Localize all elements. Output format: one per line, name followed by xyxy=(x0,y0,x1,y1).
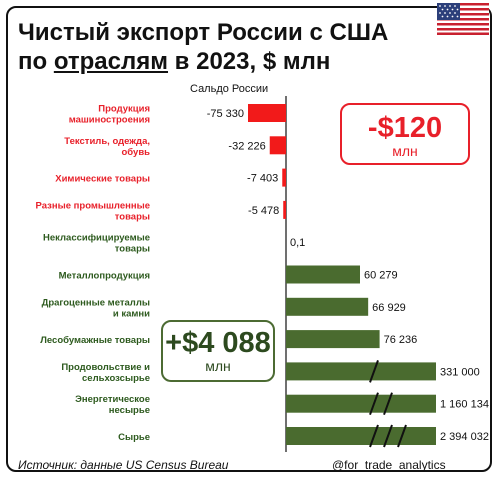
value-label-10: 2 394 032 xyxy=(440,431,489,443)
value-label-3: -5 478 xyxy=(248,205,279,217)
category-label-8-0: Продовольствие и xyxy=(61,362,150,373)
category-label-4-1: товары xyxy=(115,244,150,255)
value-label-4: 0,1 xyxy=(290,237,305,249)
axis-break-mark xyxy=(369,392,379,416)
positive-total-callout: +$4 088 млн xyxy=(161,320,275,382)
bar-10 xyxy=(286,427,436,445)
value-label-9: 1 160 134 xyxy=(440,399,489,411)
value-label-2: -7 403 xyxy=(247,173,278,185)
category-label-7-0: Лесобумажные товары xyxy=(40,335,150,346)
bar-7 xyxy=(286,330,380,349)
value-label-6: 66 929 xyxy=(372,302,406,314)
category-label-5-0: Металлопродукция xyxy=(59,271,150,282)
chart-title: Чистый экспорт России с США по отраслям … xyxy=(18,18,388,76)
title-line-2-suffix: в 2023, $ млн xyxy=(168,48,331,75)
bar-1 xyxy=(269,136,286,155)
category-label-10-0: Сырье xyxy=(118,432,150,443)
value-label-1: -32 226 xyxy=(228,140,265,152)
positive-total-value: +$4 088 xyxy=(165,327,271,359)
category-label-0-0: Продукция xyxy=(98,104,150,115)
bar-9 xyxy=(286,394,436,413)
us-flag-icon xyxy=(437,3,489,35)
category-label-0-1: машиностроения xyxy=(69,115,150,126)
author-handle: @for_trade_analytics xyxy=(332,458,446,472)
category-label-1-0: Текстиль, одежда, xyxy=(64,136,150,147)
negative-total-callout: -$120 млн xyxy=(340,103,470,165)
category-label-6-1: и камни xyxy=(113,308,150,319)
title-line-1: Чистый экспорт России с США xyxy=(18,19,389,46)
negative-total-value: -$120 xyxy=(367,112,443,144)
value-label-5: 60 279 xyxy=(364,270,398,282)
category-label-3-0: Разные промышленные xyxy=(36,200,150,211)
positive-total-unit: млн xyxy=(205,358,231,374)
bar-5 xyxy=(286,265,360,284)
axis-break-mark xyxy=(383,392,393,416)
category-label-1-1: обувь xyxy=(121,147,150,158)
category-label-9-0: Энергетическое xyxy=(75,394,150,405)
bar-8 xyxy=(286,362,436,381)
category-label-8-1: сельхозсырье xyxy=(82,373,150,384)
source-note: Источник: данные US Census Bureau xyxy=(18,458,229,472)
value-label-8: 331 000 xyxy=(440,366,480,378)
bar-6 xyxy=(286,297,369,316)
value-label-7: 76 236 xyxy=(384,334,418,346)
category-label-4-0: Неклассифицируемые xyxy=(43,233,150,244)
axis-break-mark xyxy=(369,360,379,383)
infographic-card xyxy=(6,6,492,472)
category-label-3-1: товары xyxy=(115,211,150,222)
value-label-0: -75 330 xyxy=(207,108,244,120)
axis-break-mark xyxy=(369,424,379,448)
bar-0 xyxy=(248,104,286,122)
axis-break-mark xyxy=(383,424,393,448)
axis-break-mark xyxy=(397,424,407,448)
bar-3 xyxy=(283,200,286,219)
bar-2 xyxy=(282,168,286,187)
category-label-6-0: Драгоценные металлы xyxy=(42,297,150,308)
axis-title: Сальдо России xyxy=(190,83,269,95)
title-line-2-underlined: отраслям xyxy=(53,48,169,75)
category-label-9-1: несырье xyxy=(109,405,150,416)
negative-total-unit: млн xyxy=(392,143,418,159)
category-label-2-0: Химические товары xyxy=(55,174,150,185)
title-line-2-prefix: по xyxy=(18,48,54,75)
